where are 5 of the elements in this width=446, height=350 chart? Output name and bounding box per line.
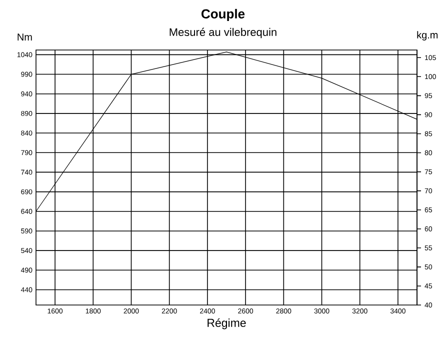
y2-axis-title: kg.m [417, 31, 438, 40]
chart-title: Couple [202, 8, 245, 22]
x-axis-title: Régime [208, 318, 246, 330]
chart-subtitle: Mesuré au vilebrequin [170, 28, 276, 38]
y-axis-title: Nm [18, 34, 32, 40]
